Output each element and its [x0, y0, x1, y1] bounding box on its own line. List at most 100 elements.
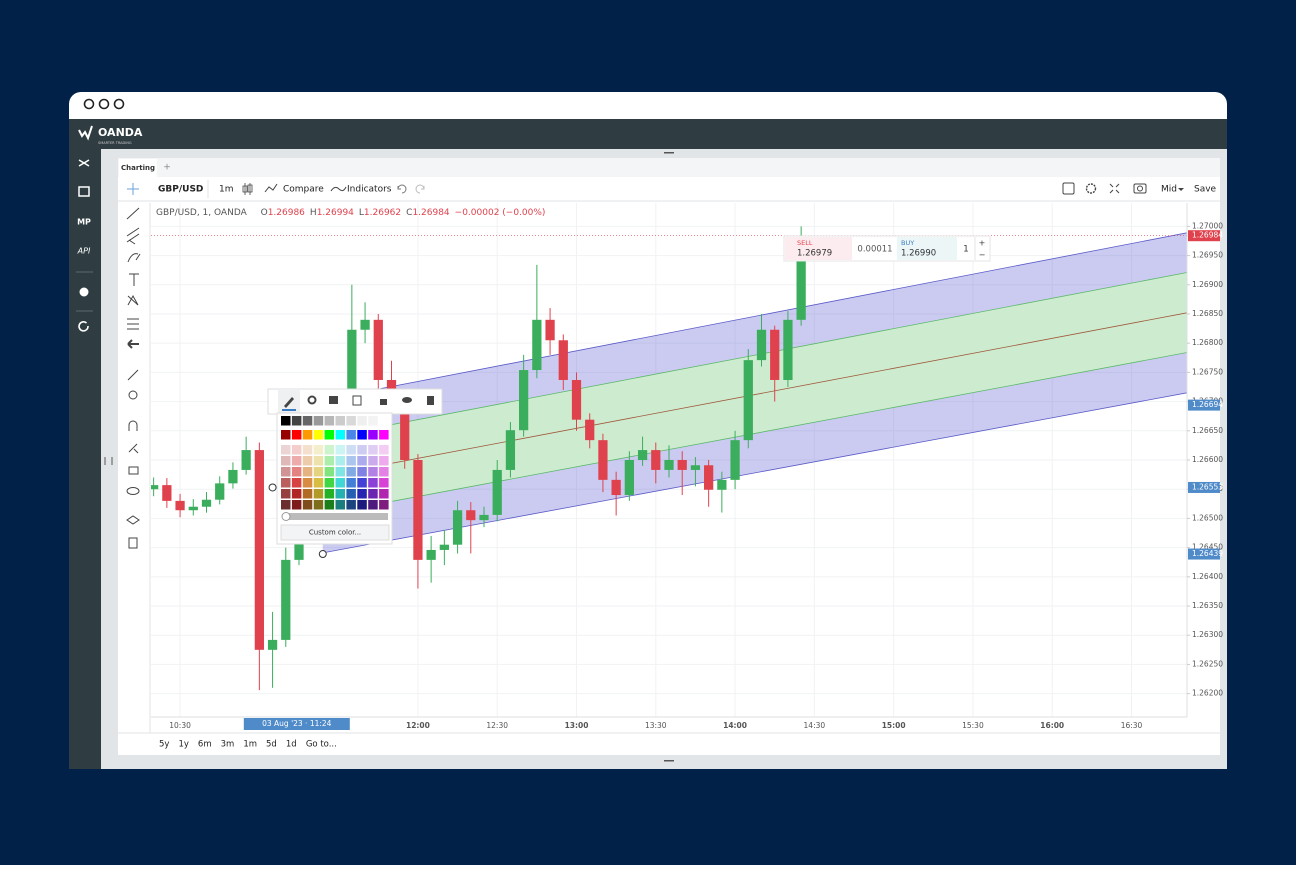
sell-price[interactable]: 1.26979: [797, 249, 832, 259]
color-swatch[interactable]: [368, 478, 378, 488]
symbol[interactable]: GBP/USD: [158, 185, 203, 195]
range-button[interactable]: 5y: [159, 740, 169, 750]
quantity-plus[interactable]: +: [979, 239, 986, 248]
color-swatch[interactable]: [313, 445, 324, 455]
resize-handle[interactable]: [664, 760, 674, 762]
tab-label[interactable]: Charting: [121, 164, 155, 172]
lock-tool[interactable]: [380, 399, 387, 405]
side-handle[interactable]: [104, 457, 113, 465]
range-button[interactable]: 1d: [286, 740, 297, 750]
color-swatch[interactable]: [291, 430, 302, 440]
color-swatch[interactable]: [379, 430, 389, 440]
quantity-minus[interactable]: −: [979, 251, 986, 260]
layer-tool[interactable]: [352, 395, 362, 406]
compare-icon[interactable]: [264, 183, 278, 193]
color-swatch[interactable]: [346, 467, 356, 477]
drawing-tools[interactable]: [126, 183, 141, 549]
color-swatch[interactable]: [313, 467, 324, 477]
color-swatch[interactable]: [379, 416, 389, 426]
color-swatch[interactable]: [346, 478, 356, 488]
color-swatch[interactable]: [324, 445, 335, 455]
tab[interactable]: [119, 159, 157, 177]
color-swatch[interactable]: [368, 430, 378, 440]
color-swatch[interactable]: [335, 489, 346, 499]
color-swatch[interactable]: [313, 478, 324, 488]
color-swatch[interactable]: [335, 467, 346, 477]
color-swatch[interactable]: [302, 467, 313, 477]
color-swatch[interactable]: [357, 478, 367, 488]
custom-color-button[interactable]: [280, 524, 390, 541]
color-swatch[interactable]: [379, 445, 389, 455]
color-swatch[interactable]: [313, 456, 324, 466]
interval[interactable]: 1m: [219, 185, 234, 195]
color-swatch[interactable]: [302, 500, 313, 510]
fullscreen-icon[interactable]: [1109, 183, 1120, 194]
color-swatch[interactable]: [302, 456, 313, 466]
sidebar-item[interactable]: MP: [77, 218, 91, 227]
compare[interactable]: Compare: [283, 185, 324, 195]
color-swatch[interactable]: [302, 489, 313, 499]
color-swatch[interactable]: [368, 456, 378, 466]
color-swatch[interactable]: [346, 445, 356, 455]
color-swatch[interactable]: [291, 489, 302, 499]
range-button[interactable]: 1y: [178, 740, 188, 750]
color-swatch[interactable]: [281, 500, 291, 510]
pen-icon[interactable]: [284, 397, 294, 408]
color-swatch[interactable]: [346, 430, 356, 440]
color-swatch[interactable]: [281, 489, 291, 499]
color-swatch[interactable]: [368, 416, 378, 426]
color-swatch[interactable]: [357, 456, 367, 466]
snapshot-icon[interactable]: [1133, 183, 1147, 194]
color-swatch[interactable]: [324, 416, 335, 426]
add-tab[interactable]: +: [163, 163, 171, 173]
color-swatch[interactable]: [291, 456, 302, 466]
color-swatch[interactable]: [379, 500, 389, 510]
sell-button[interactable]: [785, 237, 852, 260]
color-swatch[interactable]: [346, 456, 356, 466]
color-swatch[interactable]: [324, 430, 335, 440]
delete-tool[interactable]: [427, 396, 434, 405]
color-swatch[interactable]: [357, 500, 367, 510]
color-swatch[interactable]: [291, 445, 302, 455]
color-swatch[interactable]: [368, 489, 378, 499]
color-swatch[interactable]: [346, 489, 356, 499]
color-swatch[interactable]: [313, 430, 324, 440]
color-swatch[interactable]: [357, 430, 367, 440]
redo[interactable]: [415, 184, 425, 194]
save[interactable]: Save: [1194, 185, 1217, 195]
buy-label[interactable]: BUY: [901, 239, 914, 247]
color-swatch[interactable]: [313, 416, 324, 426]
color-swatch[interactable]: [357, 416, 367, 426]
color-swatch[interactable]: [302, 416, 313, 426]
color-swatch[interactable]: [335, 500, 346, 510]
color-swatch[interactable]: [368, 500, 378, 510]
chart-type-icon[interactable]: [242, 183, 253, 195]
quantity[interactable]: 1: [963, 245, 968, 255]
custom-color[interactable]: Custom color...: [309, 529, 361, 537]
color-swatch[interactable]: [281, 445, 291, 455]
hide-tool[interactable]: [402, 397, 412, 403]
color-swatch[interactable]: [346, 500, 356, 510]
resize-handle[interactable]: [664, 152, 674, 154]
color-swatch[interactable]: [357, 467, 367, 477]
color-swatch[interactable]: [281, 478, 291, 488]
sidebar-item[interactable]: API: [77, 247, 91, 256]
color-swatch[interactable]: [281, 416, 291, 426]
settings-tool[interactable]: [307, 395, 317, 405]
buy-button[interactable]: [897, 237, 957, 260]
undo[interactable]: [397, 184, 407, 194]
layout-icon[interactable]: [1062, 182, 1075, 195]
color-swatch[interactable]: [281, 456, 291, 466]
color-swatch[interactable]: [379, 456, 389, 466]
color-swatch[interactable]: [379, 467, 389, 477]
color-swatch[interactable]: [368, 467, 378, 477]
color-swatch[interactable]: [302, 445, 313, 455]
indicators[interactable]: Indicators: [347, 185, 392, 195]
indicators-icon[interactable]: [330, 186, 347, 192]
color-swatch[interactable]: [379, 478, 389, 488]
channel-handle[interactable]: [268, 483, 277, 492]
color-swatch[interactable]: [302, 430, 313, 440]
color-swatch[interactable]: [291, 467, 302, 477]
color-swatch[interactable]: [313, 489, 324, 499]
opacity-thumb[interactable]: [281, 512, 291, 521]
